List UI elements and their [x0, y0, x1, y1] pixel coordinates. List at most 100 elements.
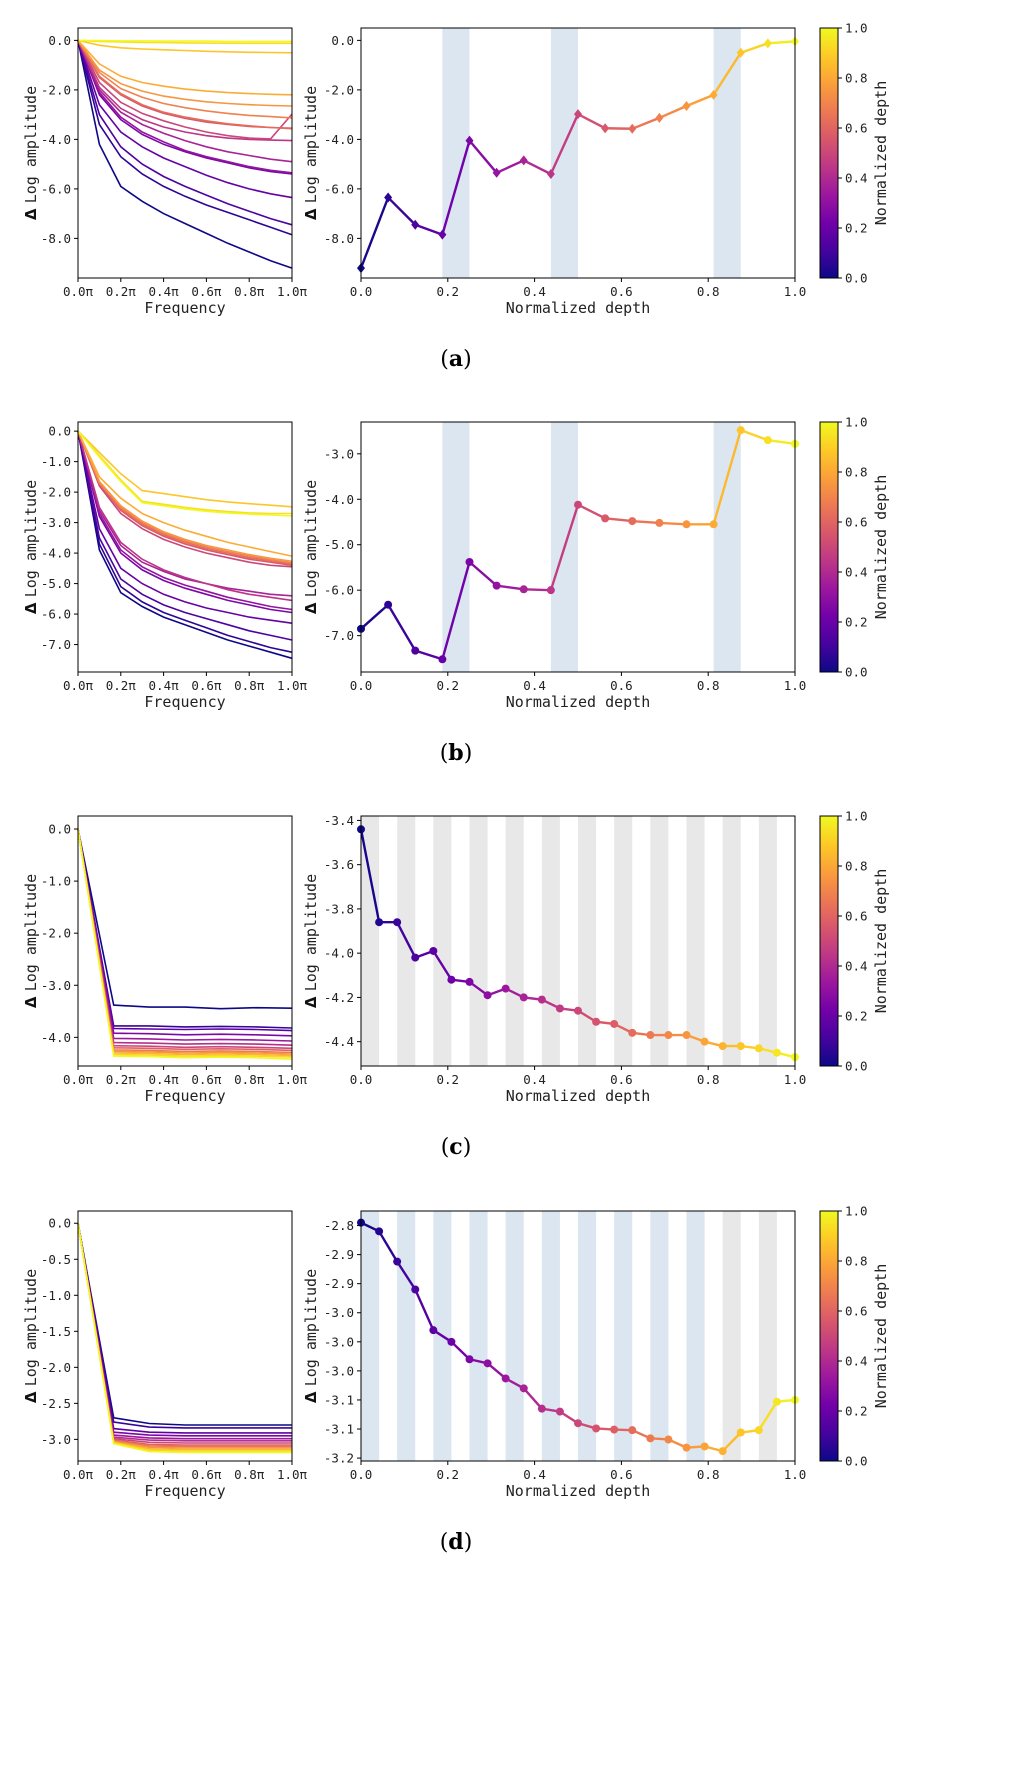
- y-axis-label: Δ Log amplitude: [302, 1269, 320, 1403]
- depth-point: [763, 38, 772, 49]
- depth-point: [537, 995, 546, 1004]
- spectrum-series-line: [77, 828, 293, 1032]
- highlight-band: [541, 1211, 560, 1461]
- subfigure-label: (b): [440, 740, 473, 766]
- highlight-band: [541, 816, 560, 1066]
- spectrum-series-line: [77, 430, 293, 624]
- highlight-band: [505, 816, 524, 1066]
- y-tick-label: 0.0: [48, 424, 71, 439]
- y-tick-label: -2.0: [41, 82, 71, 97]
- spectrum-series-line: [77, 430, 293, 641]
- x-tick-label: 0.2π: [106, 284, 137, 299]
- x-axis-label: Normalized depth: [506, 1482, 651, 1500]
- x-tick-label: 0.4: [523, 1467, 546, 1482]
- y-tick-label: -0.5: [41, 1252, 71, 1267]
- x-tick-label: 1.0π: [277, 1072, 308, 1087]
- colorbar-tick-label: 0.0: [845, 271, 868, 286]
- depth-point: [592, 1017, 601, 1026]
- x-tick-label: 0.4π: [149, 1467, 180, 1482]
- colorbar-tick-label: 0.8: [845, 465, 868, 480]
- depth-point: [718, 1447, 727, 1456]
- y-axis-label-text: Log amplitude: [22, 1269, 40, 1386]
- spectrum-series-line: [77, 39, 293, 119]
- depth-plot-c: -3.4 -3.6 -3.8 -4.0 -4.2 -4.4 0.0 0.2 0.4 0.6 0.8 1…: [302, 813, 806, 1105]
- depth-point: [754, 1044, 763, 1053]
- depth-line-segment: [721, 1431, 742, 1453]
- spectrum-series-line: [77, 1223, 292, 1454]
- highlight-band: [578, 1211, 597, 1461]
- colorbar-tick-label: 1.0: [845, 21, 868, 36]
- x-tick-label: 0.4: [523, 284, 546, 299]
- y-tick-label: -1.0: [41, 1288, 71, 1303]
- x-tick-label: 0.0π: [63, 1072, 94, 1087]
- x-tick-label: 0.0π: [63, 284, 94, 299]
- depth-line-segment: [359, 828, 381, 924]
- spectrum-series-line: [77, 430, 293, 557]
- colorbar-tick-label: 0.2: [845, 615, 868, 630]
- x-tick-label: 0.4: [523, 1072, 546, 1087]
- depth-point: [736, 426, 745, 435]
- colorbar-tick-label: 0.2: [845, 1009, 868, 1024]
- y-axis-label: Δ Log amplitude: [302, 874, 320, 1008]
- y-tick-label: -1.5: [41, 1324, 71, 1339]
- depth-line-segment: [522, 159, 553, 176]
- depth-point: [537, 1404, 546, 1413]
- delta-symbol: Δ: [22, 203, 40, 220]
- depth-point: [682, 520, 691, 529]
- x-tick-label: 1.0π: [277, 284, 308, 299]
- x-tick-label: 0.0: [350, 678, 373, 693]
- depth-point: [483, 1359, 492, 1368]
- spectrum-axes-frame: [77, 27, 293, 279]
- x-tick-label: 0.8π: [234, 1467, 265, 1482]
- y-axis-label: Δ Log amplitude: [22, 1269, 40, 1403]
- depth-line-segment: [495, 584, 525, 591]
- x-tick-label: 1.0π: [277, 1467, 308, 1482]
- y-axis-label-group: Δ Log amplitude: [22, 480, 40, 614]
- panel-c: 0.0 -1.0 -2.0 -3.0 -4.0 0.0π 0.2π 0.4π 0.6π 0.8π 1…: [22, 809, 890, 1161]
- spectrum-series-line: [77, 430, 293, 653]
- depth-point: [736, 47, 745, 58]
- depth-line-segment: [414, 223, 444, 236]
- panel-a: 0.0 -2.0 -4.0 -6.0 -8.0 0.0π 0.2π 0.4π 0.6π 0.8π 1…: [22, 21, 890, 373]
- x-tick-label: 0.6: [610, 1072, 633, 1087]
- x-tick-label: 0.4π: [149, 284, 180, 299]
- colorbar-tick-label: 0.0: [845, 1454, 868, 1469]
- y-tick-label: -4.0: [41, 1030, 71, 1045]
- spectrum-series-line: [77, 828, 293, 1010]
- depth-plot-a: 0.0 -2.0 -4.0 -6.0 -8.0 0.0 0.2 0.4 0.6 0.8 1.0 Nor…: [302, 27, 806, 317]
- depth-line-segment: [359, 603, 390, 631]
- colorbar-tick-label: 0.4: [845, 959, 868, 974]
- x-tick-label: 0.2: [437, 678, 460, 693]
- spectrum-series-line: [77, 430, 293, 517]
- highlight-band: [469, 816, 488, 1066]
- x-tick-label: 0.6π: [191, 678, 222, 693]
- y-tick-label: 0.0: [48, 1216, 71, 1231]
- y-tick-label: -4.0: [324, 132, 354, 147]
- x-tick-label: 0.0π: [63, 1467, 94, 1482]
- x-tick-label: 0.2: [437, 1072, 460, 1087]
- y-axis-label-text: Log amplitude: [22, 874, 40, 991]
- x-tick-label: 0.4: [523, 678, 546, 693]
- depth-line-segment: [359, 196, 390, 270]
- y-axis-label-text: Log amplitude: [302, 874, 320, 991]
- highlight-band: [397, 1211, 416, 1461]
- depth-line-segment: [685, 93, 715, 108]
- depth-point: [393, 1257, 402, 1266]
- y-tick-label: -3.0: [41, 1432, 71, 1447]
- spectrum-axes-frame: [77, 1210, 293, 1462]
- y-tick-label: -5.0: [324, 537, 354, 552]
- depth-point: [574, 1006, 582, 1015]
- x-tick-label: 0.0π: [63, 678, 94, 693]
- y-tick-label: -2.0: [324, 82, 354, 97]
- spectrum-series-line: [77, 430, 293, 611]
- x-tick-label: 0.6π: [191, 1072, 222, 1087]
- colorbar-d: 0.0 0.2 0.4 0.6 0.8 1.0 Normalized depth: [819, 1204, 890, 1469]
- x-tick-label: 0.2: [437, 1467, 460, 1482]
- depth-point: [682, 100, 691, 111]
- y-tick-label: 0.0: [331, 33, 354, 48]
- y-tick-label: -2.9: [324, 1276, 354, 1291]
- y-tick-label: -3.0: [324, 446, 354, 461]
- depth-point: [492, 581, 501, 590]
- depth-point: [411, 646, 420, 655]
- spectrum-series-line: [77, 39, 293, 54]
